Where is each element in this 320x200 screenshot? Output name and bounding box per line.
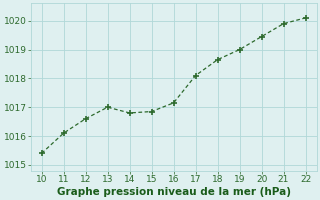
X-axis label: Graphe pression niveau de la mer (hPa): Graphe pression niveau de la mer (hPa) <box>57 187 291 197</box>
